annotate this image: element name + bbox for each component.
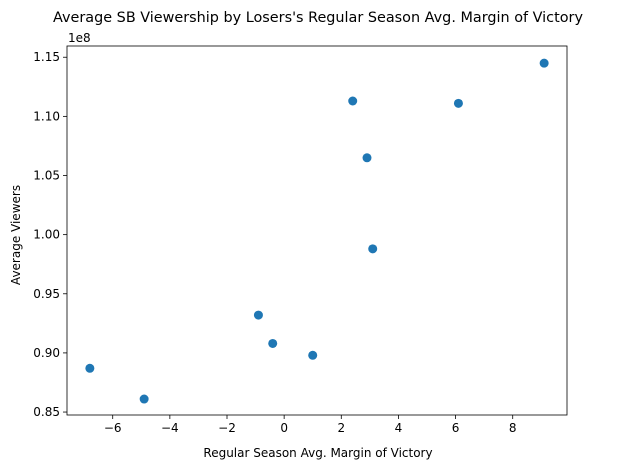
y-tick-label: 1.15 <box>33 50 60 64</box>
y-tick-label: 0.85 <box>33 405 60 419</box>
y-tick-label: 1.05 <box>33 169 60 183</box>
x-axis-label: Regular Season Avg. Margin of Victory <box>203 446 432 460</box>
data-point <box>362 153 372 163</box>
x-tick-label: 4 <box>395 421 403 435</box>
x-tick-label: 6 <box>452 421 460 435</box>
x-tick-label: −2 <box>218 421 236 435</box>
data-point <box>308 350 318 360</box>
plot-frame <box>66 45 568 416</box>
x-tick-label: −4 <box>161 421 179 435</box>
data-point <box>139 394 149 404</box>
data-point <box>348 96 358 106</box>
y-tick-label: 0.95 <box>33 287 60 301</box>
data-point <box>453 98 463 108</box>
data-point <box>268 338 278 348</box>
y-tick-label: 0.90 <box>33 346 60 360</box>
data-points <box>85 58 549 404</box>
y-tick-label: 1.00 <box>33 228 60 242</box>
y-tick-label: 1.10 <box>33 109 60 123</box>
y-axis-label: Average Viewers <box>9 185 23 285</box>
x-axis: −6 −4 −2 0 2 4 6 8 <box>104 415 517 435</box>
plot-area <box>66 45 568 416</box>
x-tick-label: 0 <box>280 421 288 435</box>
x-tick-label: 2 <box>337 421 345 435</box>
x-tick-label: −6 <box>104 421 122 435</box>
y-axis: 0.85 0.90 0.95 1.00 1.05 1.10 1.15 <box>33 50 67 419</box>
chart-title: Average SB Viewership by Losers's Regula… <box>53 10 583 26</box>
data-point <box>368 244 378 254</box>
data-point <box>85 363 95 373</box>
y-axis-offset-label: 1e8 <box>68 31 91 45</box>
data-point <box>539 58 549 68</box>
x-tick-label: 8 <box>509 421 517 435</box>
data-point <box>253 310 263 320</box>
